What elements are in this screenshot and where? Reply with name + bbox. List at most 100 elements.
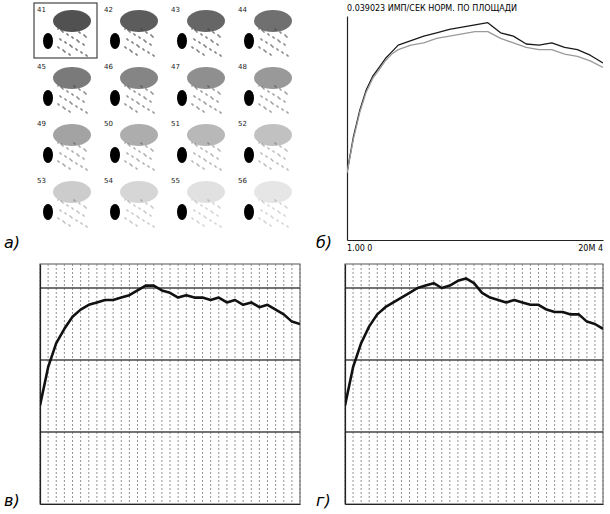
activity-speckle bbox=[272, 93, 274, 95]
activity-speckle bbox=[78, 145, 80, 147]
activity-speckle bbox=[196, 220, 198, 222]
activity-speckle bbox=[263, 88, 265, 90]
x-grid-line bbox=[226, 264, 227, 504]
activity-speckle bbox=[261, 96, 263, 98]
activity-speckle bbox=[274, 85, 276, 87]
activity-speckle bbox=[271, 216, 273, 218]
x-grid-line bbox=[594, 264, 595, 504]
activity-speckle bbox=[144, 211, 146, 213]
frame-highlight bbox=[34, 3, 97, 58]
activity-speckle bbox=[152, 150, 154, 152]
activity-speckle bbox=[284, 91, 286, 93]
activity-head bbox=[120, 10, 158, 32]
activity-speckle bbox=[212, 212, 214, 214]
x-grid-line bbox=[145, 264, 146, 504]
activity-speckle bbox=[141, 143, 143, 145]
activity-speckle bbox=[282, 223, 284, 225]
x-grid-line bbox=[40, 264, 41, 504]
activity-speckle bbox=[78, 41, 80, 43]
activity-speckle bbox=[267, 147, 269, 149]
activity-speckle bbox=[143, 39, 145, 41]
activity-speckle bbox=[127, 143, 129, 145]
frame-number: 45 bbox=[37, 63, 46, 71]
activity-speckle bbox=[129, 49, 131, 51]
activity-speckle bbox=[212, 155, 214, 157]
activity-speckle bbox=[138, 160, 140, 162]
activity-speckle bbox=[266, 99, 268, 101]
activity-speckle bbox=[77, 97, 79, 99]
activity-speckle bbox=[135, 53, 137, 55]
activity-speckle bbox=[204, 159, 206, 161]
activity-speckle bbox=[134, 148, 136, 150]
activity-speckle bbox=[136, 111, 138, 113]
activity-speckle bbox=[191, 103, 193, 105]
activity-head bbox=[53, 67, 91, 89]
activity-speckle bbox=[62, 202, 64, 204]
y-grid-line bbox=[345, 359, 603, 361]
activity-speckle bbox=[152, 111, 154, 113]
activity-speckle bbox=[264, 221, 266, 223]
scintigram-panel: 41424344454647484950515253545556 bbox=[34, 3, 292, 228]
activity-speckle bbox=[129, 220, 131, 222]
activity-speckle bbox=[269, 110, 271, 112]
activity-speckle bbox=[280, 32, 282, 34]
activity-speckle bbox=[214, 165, 216, 167]
activity-head bbox=[254, 67, 292, 89]
activity-speckle bbox=[71, 150, 73, 152]
activity-speckle bbox=[213, 32, 215, 34]
activity-speckle bbox=[78, 88, 80, 90]
activity-speckle bbox=[258, 199, 260, 201]
activity-speckle bbox=[216, 214, 218, 216]
activity-speckle bbox=[198, 222, 200, 224]
activity-speckle bbox=[140, 142, 142, 144]
activity-speckle bbox=[209, 219, 211, 221]
activity-focus bbox=[43, 33, 53, 49]
activity-speckle bbox=[281, 51, 283, 53]
activity-speckle bbox=[266, 42, 268, 44]
activity-speckle bbox=[126, 209, 128, 211]
activity-speckle bbox=[203, 168, 205, 170]
activity-speckle bbox=[124, 103, 126, 105]
activity-speckle bbox=[150, 44, 152, 46]
y-grid-line bbox=[40, 359, 300, 361]
activity-speckle bbox=[284, 205, 286, 207]
activity-speckle bbox=[213, 146, 215, 148]
activity-speckle bbox=[69, 101, 71, 103]
activity-speckle bbox=[81, 52, 83, 54]
activity-speckle bbox=[285, 206, 287, 208]
activity-speckle bbox=[207, 85, 209, 87]
x-grid-line bbox=[291, 264, 292, 504]
activity-speckle bbox=[57, 160, 59, 162]
activity-speckle bbox=[216, 157, 218, 159]
activity-speckle bbox=[63, 50, 65, 52]
activity-speckle bbox=[196, 163, 198, 165]
chart-title: 0.039023 ИМП/СЕК НОРМ. ПО ПЛОЩАДИ bbox=[347, 4, 517, 13]
activity-speckle bbox=[64, 212, 66, 214]
activity-speckle bbox=[136, 158, 138, 160]
activity-speckle bbox=[262, 30, 264, 32]
activity-speckle bbox=[64, 222, 66, 224]
activity-speckle bbox=[286, 36, 288, 38]
activity-speckle bbox=[133, 33, 135, 35]
chart-panel: 0.039023 ИМП/СЕК НОРМ. ПО ПЛОЩАДИ1.00 02… bbox=[347, 4, 604, 253]
activity-speckle bbox=[85, 207, 87, 209]
activity-speckle bbox=[194, 200, 196, 202]
activity-speckle bbox=[131, 212, 133, 214]
activity-speckle bbox=[197, 221, 199, 223]
activity-focus bbox=[43, 204, 53, 220]
activity-speckle bbox=[210, 210, 212, 212]
x-grid-line bbox=[401, 264, 402, 504]
activity-speckle bbox=[203, 44, 205, 46]
activity-speckle bbox=[193, 152, 195, 154]
activity-speckle bbox=[218, 35, 220, 37]
x-grid-line bbox=[433, 264, 434, 504]
activity-speckle bbox=[85, 225, 87, 227]
activity-speckle bbox=[145, 145, 147, 147]
activity-speckle bbox=[136, 54, 138, 56]
activity-head bbox=[53, 124, 91, 146]
x-grid-line bbox=[361, 264, 362, 504]
activity-speckle bbox=[69, 111, 71, 113]
activity-speckle bbox=[258, 103, 260, 105]
activity-head bbox=[187, 124, 225, 146]
activity-speckle bbox=[199, 156, 201, 158]
